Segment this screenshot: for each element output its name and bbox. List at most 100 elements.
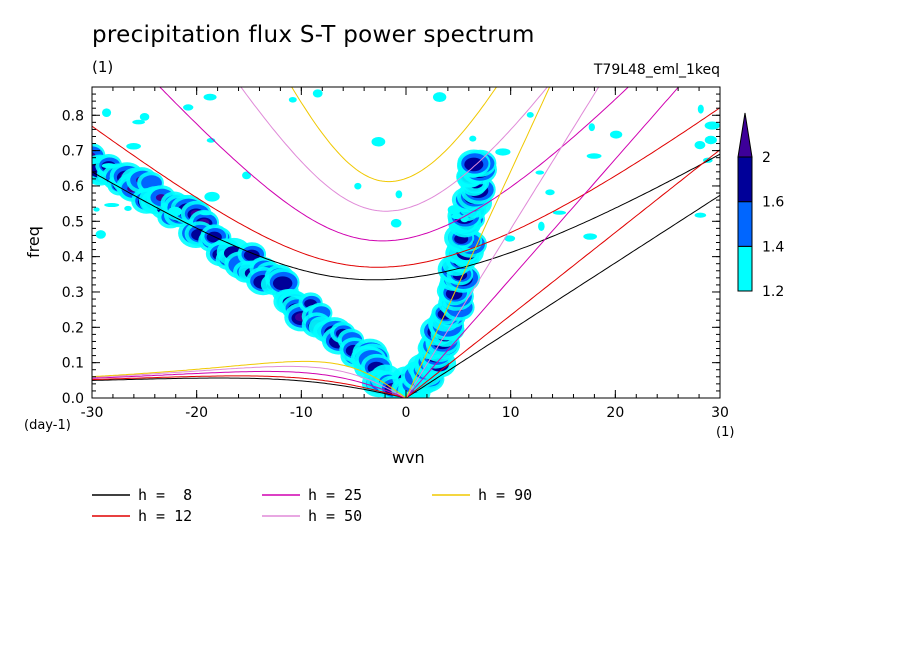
plot-area [92, 87, 720, 398]
colorbar-segment-3 [737, 156, 753, 203]
kelvin-dispersion-curve-h8 [405, 194, 720, 398]
power-noise-patch [704, 135, 717, 145]
power-noise-patch [95, 230, 106, 239]
power-noise-patch [102, 108, 112, 117]
rossby-dispersion-curve-h50 [92, 365, 407, 398]
y-tick-label: 0.4 [62, 250, 84, 266]
power-noise-patch [609, 130, 623, 139]
ig-dispersion-curve-h25 [159, 87, 630, 242]
y-tick-label: 0.3 [62, 285, 84, 301]
power-contour-level-3 [464, 157, 484, 172]
x-axis-label: wvn [392, 448, 425, 467]
power-noise-patch [242, 171, 252, 180]
x-tick-label: 20 [606, 405, 624, 421]
power-noise-patch [586, 153, 602, 159]
power-noise-patch [460, 214, 469, 223]
power-noise-patch [124, 205, 132, 211]
rossby-dispersion-curve-h90 [92, 360, 407, 398]
kelvin-dispersion-curve-h90 [405, 87, 551, 398]
colorbar-label: 2 [762, 150, 771, 166]
chart-unit-label: (1) [92, 58, 114, 76]
power-noise-patch [199, 210, 213, 216]
power-noise-patch [588, 123, 595, 132]
x-tick-label: 30 [711, 405, 729, 421]
legend-label-h50: h = 50 [308, 507, 362, 525]
power-noise-patch [504, 235, 516, 242]
colorbar-label: 1.4 [762, 239, 784, 255]
colorbar: 1.2 1.4 1.6 2 [737, 112, 784, 300]
power-noise-patch [495, 148, 511, 156]
power-noise-patch [139, 112, 150, 121]
colorbar-label: 1.2 [762, 284, 784, 300]
ig-dispersion-curve-h90 [291, 87, 498, 183]
power-noise-patch [694, 212, 707, 218]
ig-dispersion-curve-h12 [92, 107, 720, 268]
y-tick-label: 0.7 [62, 144, 84, 160]
power-noise-patch [395, 190, 403, 199]
x-tick-label: 0 [402, 405, 411, 421]
y-tick-label: 0.1 [62, 356, 84, 372]
colorbar-label: 1.6 [762, 195, 784, 211]
y-tick-label: 0.5 [62, 214, 84, 230]
legend-label-h12: h = 12 [138, 507, 192, 525]
kelvin-dispersion-curve-h25 [405, 87, 680, 398]
rossby-dispersion-curve-h12 [92, 375, 407, 398]
power-noise-patch [704, 121, 720, 130]
power-noise-patch [204, 191, 220, 202]
power-noise-patch [526, 111, 534, 118]
power-noise-patch [697, 104, 704, 114]
power-noise-patch [168, 206, 182, 217]
power-noise-patch [126, 143, 141, 150]
rossby-dispersion-curve-h25 [92, 370, 407, 398]
power-noise-patch [160, 202, 168, 209]
power-noise-patch [101, 163, 116, 169]
power-noise-patch [371, 137, 386, 147]
power-noise-patch [447, 205, 461, 215]
x-axis-unit-right: (1) [716, 425, 735, 440]
power-noise-patch [104, 203, 120, 208]
power-noise-patch [390, 218, 402, 228]
power-noise-patch [132, 119, 145, 125]
power-noise-patch [538, 221, 545, 231]
x-tick-label: -10 [290, 405, 313, 421]
colorbar-segment-1 [737, 245, 753, 292]
ig-dispersion-curve-h8 [92, 153, 720, 281]
power-noise-patch [203, 93, 217, 101]
power-noise-patch [545, 189, 555, 196]
power-contour-level-3 [272, 276, 293, 291]
legend-label-h8: h = 8 [138, 486, 192, 504]
power-noise-patch [583, 233, 598, 240]
x-tick-label: 10 [502, 405, 520, 421]
colorbar-segment-2 [737, 201, 753, 247]
x-tick-label: -30 [81, 405, 104, 421]
power-noise-patch [552, 210, 567, 215]
run-label: T79L48_eml_1keq [593, 62, 720, 78]
kelvin-dispersion-curve-h12 [405, 149, 720, 398]
power-noise-patch [312, 89, 323, 98]
power-noise-patch [93, 207, 100, 212]
power-noise-patch [469, 135, 477, 142]
kelvin-dispersion-curve-h50 [405, 87, 600, 398]
ig-dispersion-curve-h50 [240, 87, 548, 212]
y-tick-label: 0.2 [62, 320, 84, 336]
chart-title: precipitation flux S-T power spectrum [92, 22, 535, 48]
power-noise-patch [288, 96, 297, 103]
y-axis-label: freq [24, 226, 43, 258]
legend-label-h25: h = 25 [308, 486, 362, 504]
power-noise-patch [183, 104, 194, 111]
power-noise-patch [432, 92, 447, 103]
legend: h = 8 h = 12 h = 25 h = 50 h = 90 [92, 486, 532, 525]
y-tick-label: 0.0 [62, 391, 84, 407]
y-tick-label: 0.6 [62, 179, 84, 195]
x-tick-label: -20 [185, 405, 208, 421]
y-tick-label: 0.8 [62, 108, 84, 124]
power-noise-patch [535, 170, 545, 175]
legend-label-h90: h = 90 [478, 486, 532, 504]
x-axis-unit-left: (day-1) [24, 418, 71, 433]
power-noise-patch [694, 140, 706, 150]
colorbar-extension-triangle [737, 112, 753, 158]
power-noise-patch [451, 213, 463, 220]
rossby-dispersion-curve-h8 [92, 377, 407, 398]
power-noise-patch [354, 182, 362, 190]
